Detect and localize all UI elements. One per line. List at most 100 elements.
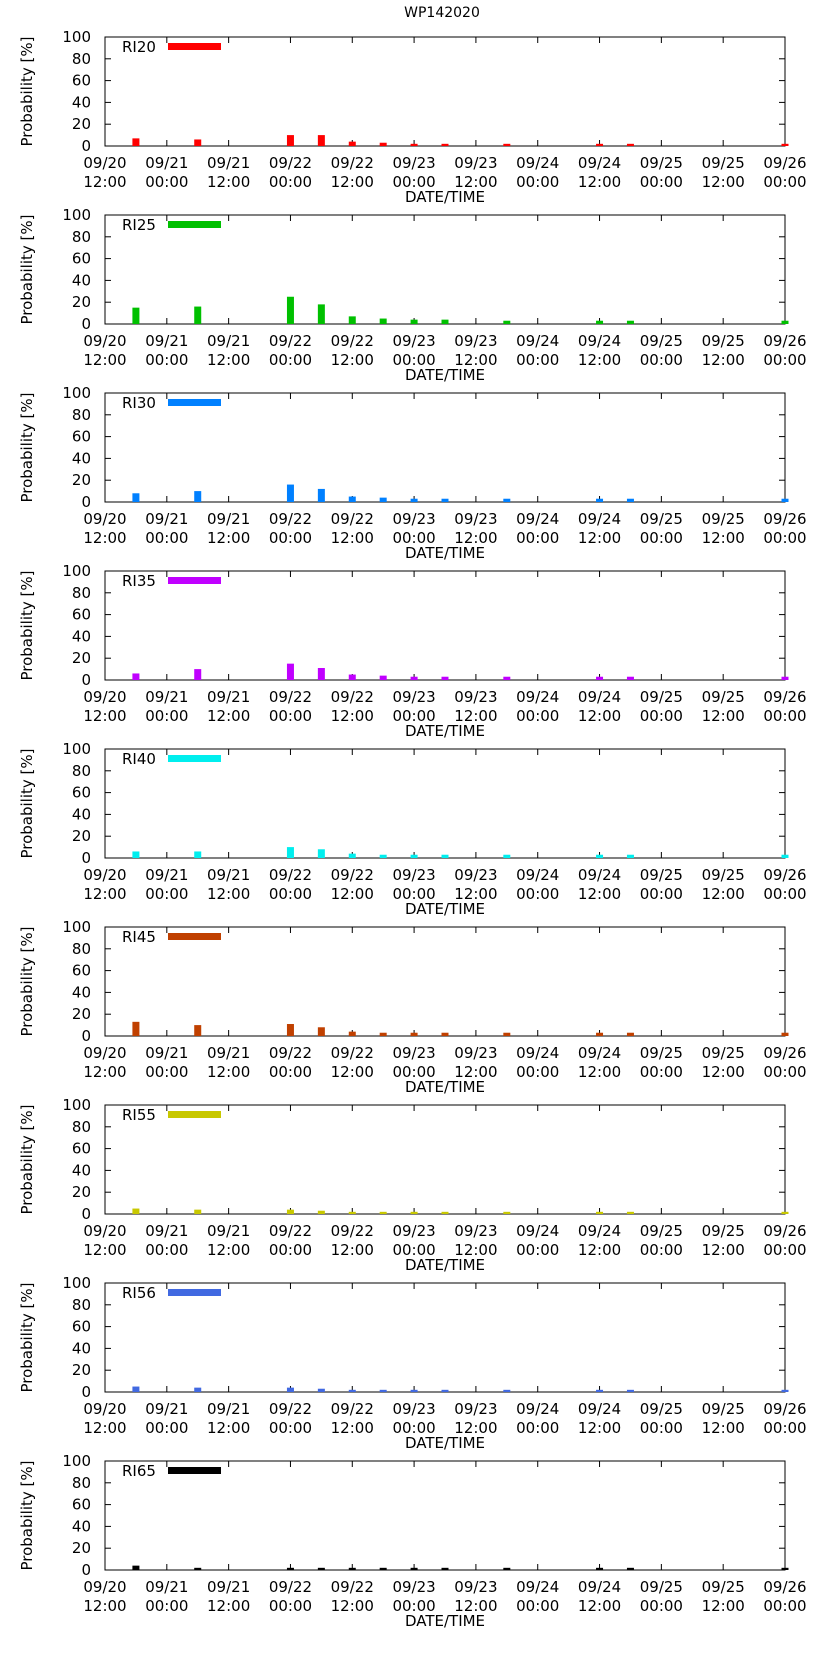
x-tick-date: 09/25 [702,154,745,172]
x-tick-time: 12:00 [207,529,250,547]
x-tick-time: 00:00 [640,1241,683,1259]
x-tick-date: 09/23 [392,1578,435,1596]
legend-swatch [168,1111,221,1118]
legend-swatch [168,755,221,762]
x-tick-time: 00:00 [145,351,188,369]
x-tick-date: 09/25 [640,510,683,528]
x-tick-time: 00:00 [269,351,312,369]
bar-ri56 [348,1389,356,1392]
x-tick-time: 12:00 [578,1419,621,1437]
y-tick-label: 100 [62,562,91,580]
legend-label: RI55 [122,1106,156,1124]
x-tick-time: 12:00 [702,707,745,725]
bar-ri30 [781,498,789,502]
bar-ri25 [317,304,325,324]
x-tick-date: 09/25 [702,688,745,706]
bar-ri30 [441,498,449,502]
x-tick-date: 09/22 [269,1222,312,1240]
y-tick-label: 0 [81,1027,91,1045]
bar-ri35 [503,676,511,680]
x-tick-date: 09/24 [516,1400,559,1418]
bar-ri55 [348,1211,356,1214]
x-tick-time: 12:00 [207,1063,250,1081]
y-tick-label: 80 [72,762,91,780]
y-tick-label: 40 [72,271,91,289]
x-tick-time: 12:00 [83,1597,126,1615]
x-tick-time: 12:00 [578,351,621,369]
y-tick-label: 100 [62,1452,91,1470]
x-tick-time: 12:00 [578,173,621,191]
y-tick-label: 40 [72,1161,91,1179]
y-axis-label: Probability [%] [18,570,36,680]
x-tick-time: 00:00 [145,1419,188,1437]
bar-ri55 [781,1211,789,1214]
x-tick-date: 09/21 [207,866,250,884]
bar-ri40 [286,847,294,858]
x-tick-date: 09/22 [331,688,374,706]
x-axis-label: DATE/TIME [405,900,485,918]
y-tick-label: 80 [72,406,91,424]
bar-ri55 [596,1211,604,1214]
bar-ri35 [379,675,387,680]
y-tick-label: 40 [72,1339,91,1357]
bar-ri65 [194,1567,202,1570]
y-tick-label: 40 [72,449,91,467]
x-tick-time: 12:00 [83,173,126,191]
y-tick-label: 80 [72,1474,91,1492]
x-tick-date: 09/25 [640,1400,683,1418]
bar-ri65 [503,1567,511,1570]
x-tick-date: 09/22 [269,154,312,172]
bar-ri20 [596,143,604,146]
x-tick-time: 00:00 [516,1063,559,1081]
y-tick-label: 0 [81,849,91,867]
y-tick-label: 100 [62,1096,91,1114]
bar-ri56 [410,1389,418,1392]
x-tick-date: 09/23 [392,866,435,884]
x-tick-date: 09/24 [516,332,559,350]
x-tick-date: 09/21 [145,154,188,172]
bar-ri65 [781,1567,789,1570]
x-tick-date: 09/24 [516,1222,559,1240]
x-tick-time: 00:00 [145,1241,188,1259]
x-tick-time: 00:00 [392,1241,435,1259]
x-tick-time: 12:00 [702,351,745,369]
x-tick-time: 12:00 [83,1063,126,1081]
x-tick-date: 09/22 [331,1044,374,1062]
x-tick-time: 12:00 [702,1241,745,1259]
x-tick-time: 12:00 [578,885,621,903]
bar-ri55 [503,1211,511,1214]
x-tick-time: 12:00 [83,707,126,725]
x-tick-date: 09/20 [83,1222,126,1240]
x-tick-date: 09/24 [578,1222,621,1240]
y-tick-label: 60 [72,606,91,624]
x-tick-time: 12:00 [207,173,250,191]
bar-ri40 [194,851,202,858]
y-tick-label: 100 [62,740,91,758]
x-tick-date: 09/22 [269,1578,312,1596]
x-tick-date: 09/20 [83,154,126,172]
y-axis-label: Probability [%] [18,36,36,146]
x-tick-time: 00:00 [516,1597,559,1615]
x-tick-time: 00:00 [145,885,188,903]
legend-label: RI45 [122,928,156,946]
x-tick-date: 09/24 [578,1044,621,1062]
y-tick-label: 20 [72,1183,91,1201]
x-tick-date: 09/22 [269,866,312,884]
x-tick-time: 00:00 [145,529,188,547]
x-tick-time: 12:00 [578,707,621,725]
x-tick-date: 09/24 [516,866,559,884]
x-tick-time: 00:00 [763,351,806,369]
bar-ri55 [410,1211,418,1214]
x-tick-date: 09/21 [207,1578,250,1596]
x-tick-time: 00:00 [269,173,312,191]
x-tick-date: 09/20 [83,688,126,706]
x-tick-time: 00:00 [640,351,683,369]
y-axis-label: Probability [%] [18,926,36,1036]
x-axis-label: DATE/TIME [405,1612,485,1630]
x-tick-date: 09/22 [331,866,374,884]
y-tick-label: 60 [72,962,91,980]
x-tick-date: 09/22 [331,1578,374,1596]
bar-ri25 [626,320,634,324]
